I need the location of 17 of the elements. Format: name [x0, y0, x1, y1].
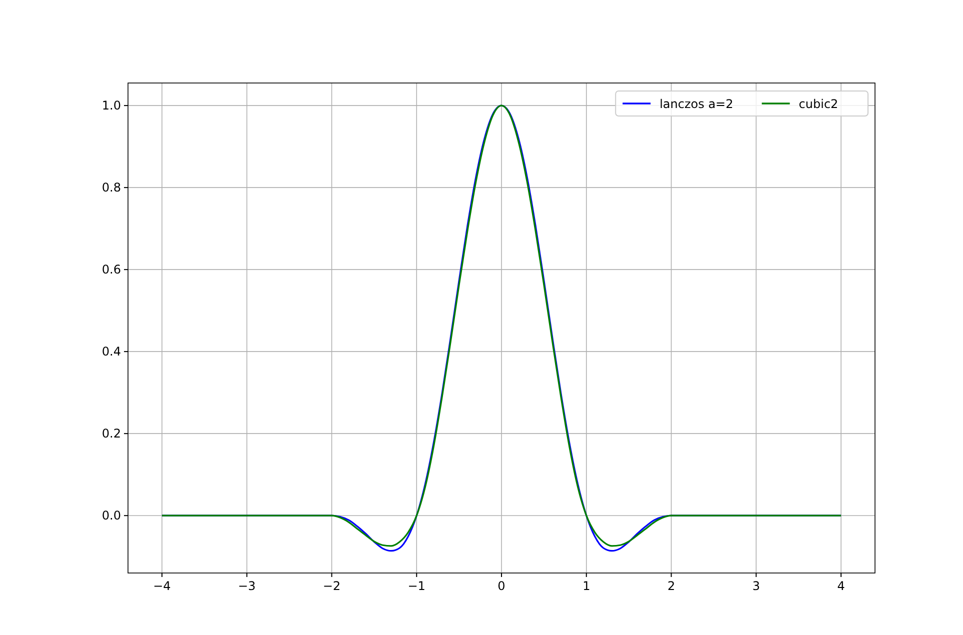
x-tick-label: 3: [752, 579, 760, 593]
y-tick-label: 0.6: [102, 262, 121, 277]
x-tick-label: −2: [322, 579, 341, 593]
legend-label: cubic2: [798, 97, 838, 111]
legend-label: lanczos a=2: [660, 97, 734, 111]
x-tick-label: 4: [837, 579, 845, 593]
y-tick-label: 0.8: [102, 180, 121, 195]
y-tick-label: 0.4: [102, 344, 121, 359]
x-tick-label: −4: [153, 579, 171, 593]
x-tick-label: 1: [582, 579, 590, 593]
x-tick-label: −3: [238, 579, 256, 593]
y-tick-label: 0.0: [102, 508, 121, 523]
y-tick-label: 1.0: [102, 98, 121, 113]
x-tick-label: −1: [408, 579, 426, 593]
y-tick-label: 0.2: [102, 426, 121, 441]
x-tick-label: 2: [667, 579, 676, 593]
x-tick-label: 0: [498, 579, 506, 593]
